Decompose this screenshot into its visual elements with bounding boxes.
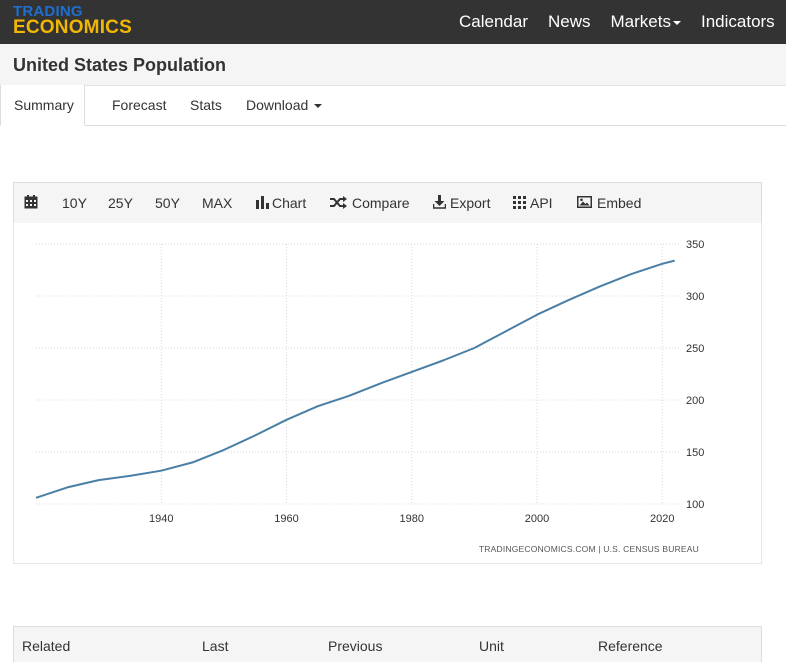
x-tick-label: 2000	[525, 513, 549, 525]
nav-links: Calendar News Markets Indicators	[459, 0, 786, 44]
nav-calendar[interactable]: Calendar	[459, 0, 528, 44]
y-tick-label: 200	[686, 395, 704, 407]
bar-chart-icon	[256, 195, 269, 209]
chart-source-label: TRADINGECONOMICS.COM | U.S. CENSUS BUREA…	[479, 544, 699, 554]
y-tick-label: 300	[686, 291, 704, 303]
x-tick-label: 2020	[650, 513, 674, 525]
calendar-button[interactable]	[24, 183, 43, 223]
population-series-line	[35, 259, 675, 499]
download-icon	[433, 195, 446, 210]
range-25y-button[interactable]: 25Y	[108, 195, 133, 211]
tab-download[interactable]: Download	[246, 85, 323, 125]
image-icon	[577, 196, 592, 209]
y-tick-label: 350	[686, 239, 704, 251]
tab-stats-label: Stats	[190, 97, 222, 113]
page-title: United States Population	[13, 55, 227, 75]
x-tick-label: 1980	[399, 513, 423, 525]
population-line-chart[interactable]: 100 150 200 250 300 350 1940 1960 1980 2000 2020 TR…	[14, 223, 761, 563]
top-navbar: TRADING ECONOMICS Calendar News Markets …	[0, 0, 786, 44]
brand-logo[interactable]: TRADING ECONOMICS	[13, 4, 132, 37]
export-button[interactable]: Export	[433, 183, 490, 223]
range-max-button[interactable]: MAX	[202, 195, 233, 211]
api-button[interactable]: API	[513, 183, 553, 223]
nav-news[interactable]: News	[548, 0, 591, 44]
calendar-icon	[24, 195, 38, 209]
tab-forecast-label: Forecast	[112, 97, 167, 113]
col-header-reference: Reference	[598, 638, 663, 654]
range-50y-button[interactable]: 50Y	[155, 195, 180, 211]
y-tick-label: 100	[686, 499, 704, 511]
col-header-unit: Unit	[479, 638, 504, 654]
col-header-related: Related	[22, 638, 71, 654]
shuffle-icon	[330, 195, 347, 209]
title-bar: United States Population	[0, 44, 786, 86]
tab-forecast[interactable]: Forecast	[112, 85, 166, 125]
compare-button[interactable]: Compare	[330, 183, 410, 223]
chart-container: 100 150 200 250 300 350 1940 1960 1980 2000 2020 TR…	[13, 223, 762, 564]
x-tick-label: 1940	[149, 513, 173, 525]
related-table-header: Related Last Previous Unit Reference	[13, 626, 762, 662]
tab-summary-label: Summary	[14, 97, 74, 113]
nav-indicators[interactable]: Indicators	[701, 0, 775, 44]
nav-news-label: News	[548, 12, 591, 31]
api-label: API	[530, 195, 553, 211]
chart-type-button[interactable]: Chart	[256, 183, 306, 223]
grid-icon	[513, 195, 526, 209]
brand-logo-bottom: ECONOMICS	[13, 17, 132, 38]
brand-logo-top: TRADING	[13, 3, 83, 20]
y-tick-label: 150	[686, 447, 704, 459]
nav-indicators-label: Indicators	[700, 12, 775, 31]
nav-markets[interactable]: Markets	[611, 0, 681, 44]
export-label: Export	[450, 195, 491, 211]
compare-label: Compare	[352, 195, 410, 211]
chevron-down-icon	[672, 20, 681, 25]
embed-button[interactable]: Embed	[577, 183, 641, 223]
nav-calendar-label: Calendar	[459, 12, 528, 31]
tab-bar: Summary Forecast Stats Download	[0, 85, 786, 126]
tab-download-label: Download	[246, 97, 309, 113]
tab-summary[interactable]: Summary	[0, 85, 85, 126]
chart-toolbar: 10Y 25Y 50Y MAX Chart Compare Export API	[13, 182, 762, 224]
embed-label: Embed	[597, 195, 642, 211]
chart-type-label: Chart	[272, 195, 307, 211]
y-tick-label: 250	[686, 343, 704, 355]
x-tick-label: 1960	[274, 513, 298, 525]
col-header-last: Last	[202, 638, 229, 654]
range-10y-button[interactable]: 10Y	[62, 195, 87, 211]
nav-markets-label: Markets	[610, 12, 671, 31]
chevron-down-icon	[314, 104, 323, 109]
col-header-previous: Previous	[328, 638, 383, 654]
tab-stats[interactable]: Stats	[190, 85, 222, 125]
